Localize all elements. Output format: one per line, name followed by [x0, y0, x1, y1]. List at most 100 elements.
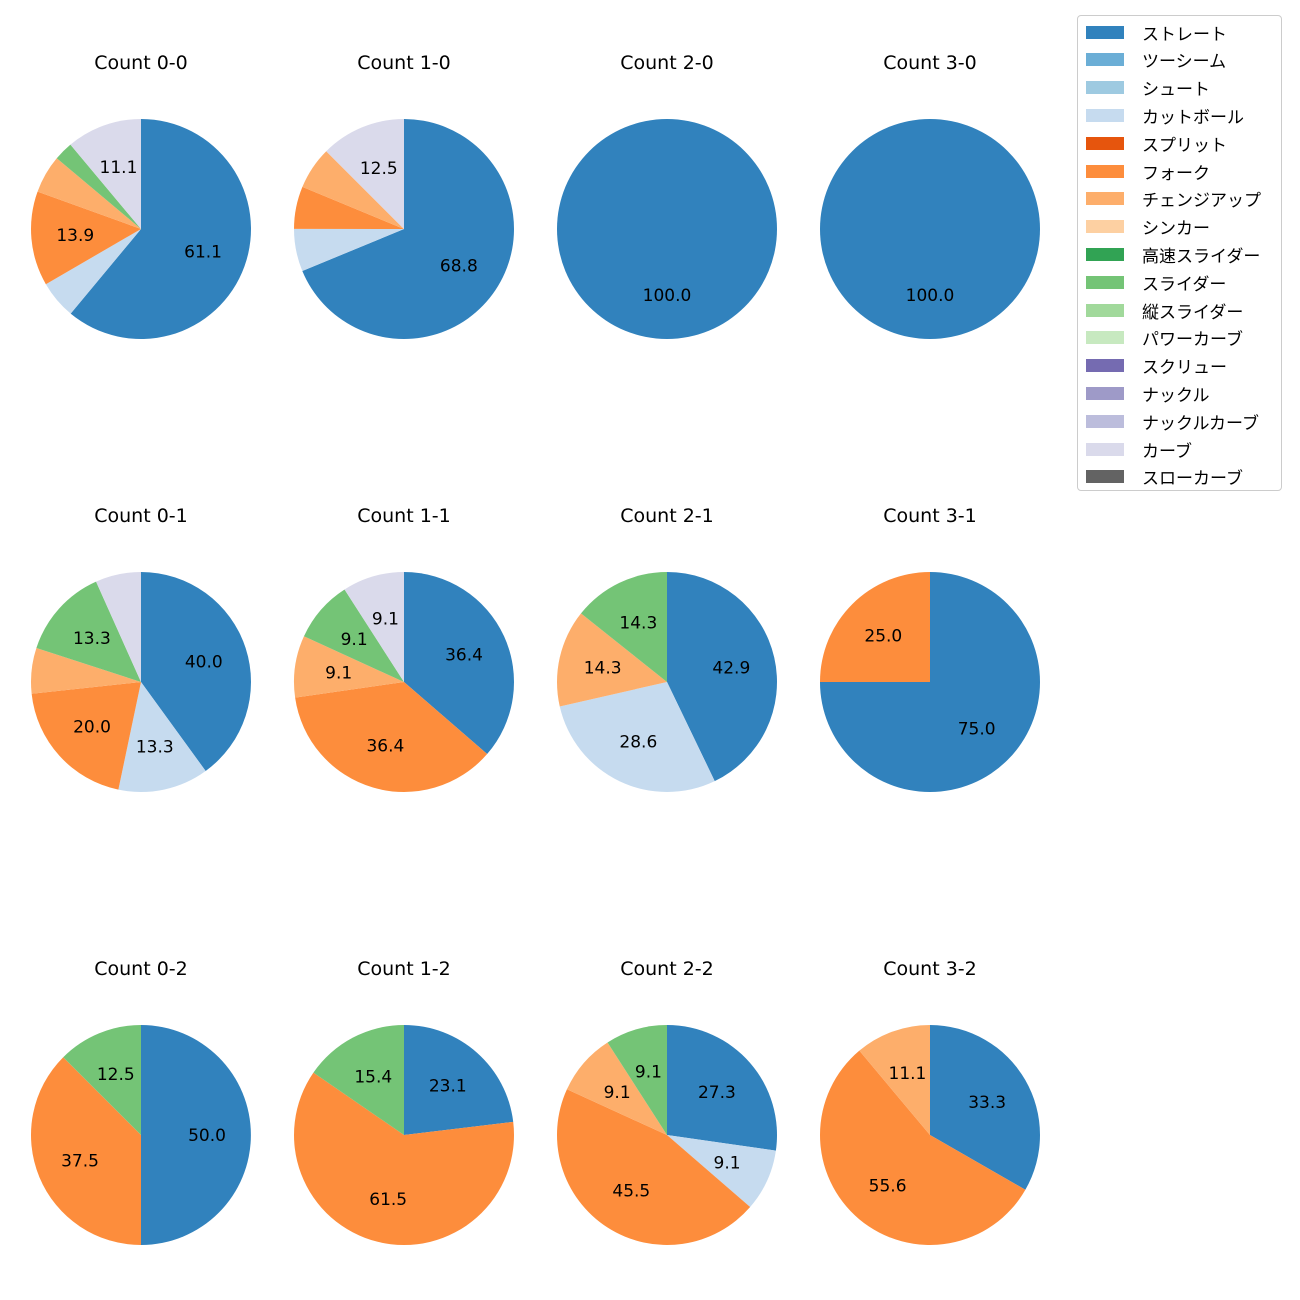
pie-chart: Count 3-1 75.0 25.0	[820, 505, 1040, 792]
legend-label: スローカーブ	[1142, 469, 1243, 490]
pie-slice	[557, 613, 667, 707]
legend-item: スクリュー	[1086, 356, 1227, 379]
legend-item: ナックル	[1086, 383, 1210, 406]
legend-label: シュート	[1142, 80, 1210, 101]
slice-label: 25.0	[864, 626, 902, 646]
pie-slice	[294, 186, 404, 229]
legend-label: 縦スライダー	[1142, 302, 1244, 323]
chart-title: Count 0-0	[94, 52, 188, 74]
slice-label: 9.1	[714, 1153, 741, 1173]
pie-slice	[31, 1057, 141, 1245]
pie-slice	[667, 1135, 776, 1208]
pie-slice	[559, 682, 715, 792]
slice-label: 13.3	[73, 629, 111, 649]
slice-label: 9.1	[341, 630, 368, 650]
chart-title: Count 1-2	[357, 958, 451, 980]
legend-item: カーブ	[1086, 439, 1192, 462]
legend-label: スクリュー	[1142, 358, 1227, 379]
pie-slice	[141, 572, 252, 771]
pie-slice	[820, 119, 1040, 339]
pie-slice	[294, 228, 404, 271]
legend-label: カットボール	[1142, 107, 1244, 128]
pie-slice	[566, 1042, 667, 1135]
legend-label: シンカー	[1142, 219, 1210, 240]
pie-slice	[404, 572, 514, 755]
legend-label: ストレート	[1142, 24, 1227, 45]
legend-swatch	[1086, 25, 1124, 39]
legend-swatch	[1086, 359, 1124, 373]
legend-label: チェンジアップ	[1142, 191, 1261, 212]
pie-slice	[344, 572, 404, 682]
pie-slice	[294, 1072, 514, 1246]
slice-label: 55.6	[869, 1177, 907, 1197]
legend-swatch	[1086, 247, 1124, 261]
pie-slice	[295, 682, 488, 792]
slice-label: 12.5	[360, 159, 398, 179]
pie-chart: Count 3-2 33.3 55.6 11.1	[820, 958, 1040, 1245]
slice-label: 37.5	[61, 1151, 99, 1171]
pie-chart: Count 1-2 23.1 61.5 15.4	[294, 958, 514, 1246]
pie-slice	[118, 682, 206, 792]
pie-chart: Count 2-0 100.0	[557, 52, 777, 339]
legend: ストレート ツーシーム シュート カットボール スプリット フォーク チェンジアップ シンカー…	[1077, 15, 1282, 491]
legend-label: ナックル	[1142, 385, 1210, 406]
pie-chart: Count 0-2 50.0 37.5 12.5	[31, 958, 251, 1245]
legend-item: スローカーブ	[1086, 467, 1243, 490]
pie-slice	[557, 119, 777, 339]
pie-slice	[930, 1025, 1040, 1190]
slice-label: 45.5	[612, 1182, 650, 1202]
pie-slice	[70, 119, 141, 229]
pie-slice	[293, 636, 404, 698]
slice-label: 61.5	[369, 1190, 407, 1210]
legend-swatch	[1086, 81, 1124, 95]
legend-swatch	[1086, 164, 1124, 178]
legend-item: シンカー	[1086, 217, 1210, 240]
slice-label: 14.3	[619, 614, 657, 634]
slice-label: 100.0	[906, 286, 955, 306]
pie-slice	[667, 1025, 777, 1151]
pie-slice	[96, 572, 141, 682]
pie-slice	[667, 572, 777, 782]
chart-title: Count 1-0	[357, 52, 451, 74]
legend-swatch	[1086, 108, 1124, 122]
legend-label: 高速スライダー	[1142, 246, 1261, 267]
slice-label: 20.0	[73, 717, 111, 737]
slice-label: 36.4	[366, 736, 404, 756]
slice-label: 23.1	[429, 1077, 467, 1097]
legend-item: 高速スライダー	[1086, 244, 1261, 267]
pie-slice	[303, 589, 404, 682]
slice-label: 50.0	[188, 1126, 226, 1146]
legend-item: カットボール	[1086, 105, 1244, 128]
legend-item: シュート	[1086, 78, 1210, 101]
chart-title: Count 0-2	[94, 958, 188, 980]
pie-slice	[404, 1025, 514, 1135]
pie-slice	[859, 1025, 930, 1135]
chart-title: Count 0-1	[94, 505, 188, 527]
pie-slice	[820, 1050, 1026, 1245]
pie-slice	[326, 119, 404, 229]
pie-slice	[70, 119, 252, 340]
pie-slice	[36, 581, 141, 682]
legend-label: パワーカーブ	[1142, 330, 1243, 351]
chart-title: Count 2-1	[620, 505, 714, 527]
slice-label: 13.9	[56, 226, 94, 246]
pie-chart: Count 0-0 61.1 13.9 11.1	[30, 52, 252, 340]
slice-label: 9.1	[372, 610, 399, 630]
pie-slice	[30, 191, 141, 285]
slice-label: 13.3	[136, 738, 174, 758]
legend-swatch	[1086, 331, 1124, 345]
slice-label: 100.0	[643, 286, 692, 306]
pie-slice	[556, 1089, 751, 1245]
slice-label: 9.1	[635, 1063, 662, 1083]
legend-label: ナックルカーブ	[1142, 413, 1259, 434]
legend-item: チェンジアップ	[1086, 189, 1261, 212]
slice-label: 27.3	[698, 1083, 736, 1103]
pie-slice	[820, 572, 930, 682]
legend-swatch	[1086, 303, 1124, 317]
legend-swatch	[1086, 414, 1124, 428]
slice-label: 9.1	[325, 664, 352, 684]
legend-label: スプリット	[1142, 135, 1227, 156]
legend-swatch	[1086, 442, 1124, 456]
legend-swatch	[1086, 386, 1124, 400]
legend-item: ツーシーム	[1086, 50, 1226, 72]
